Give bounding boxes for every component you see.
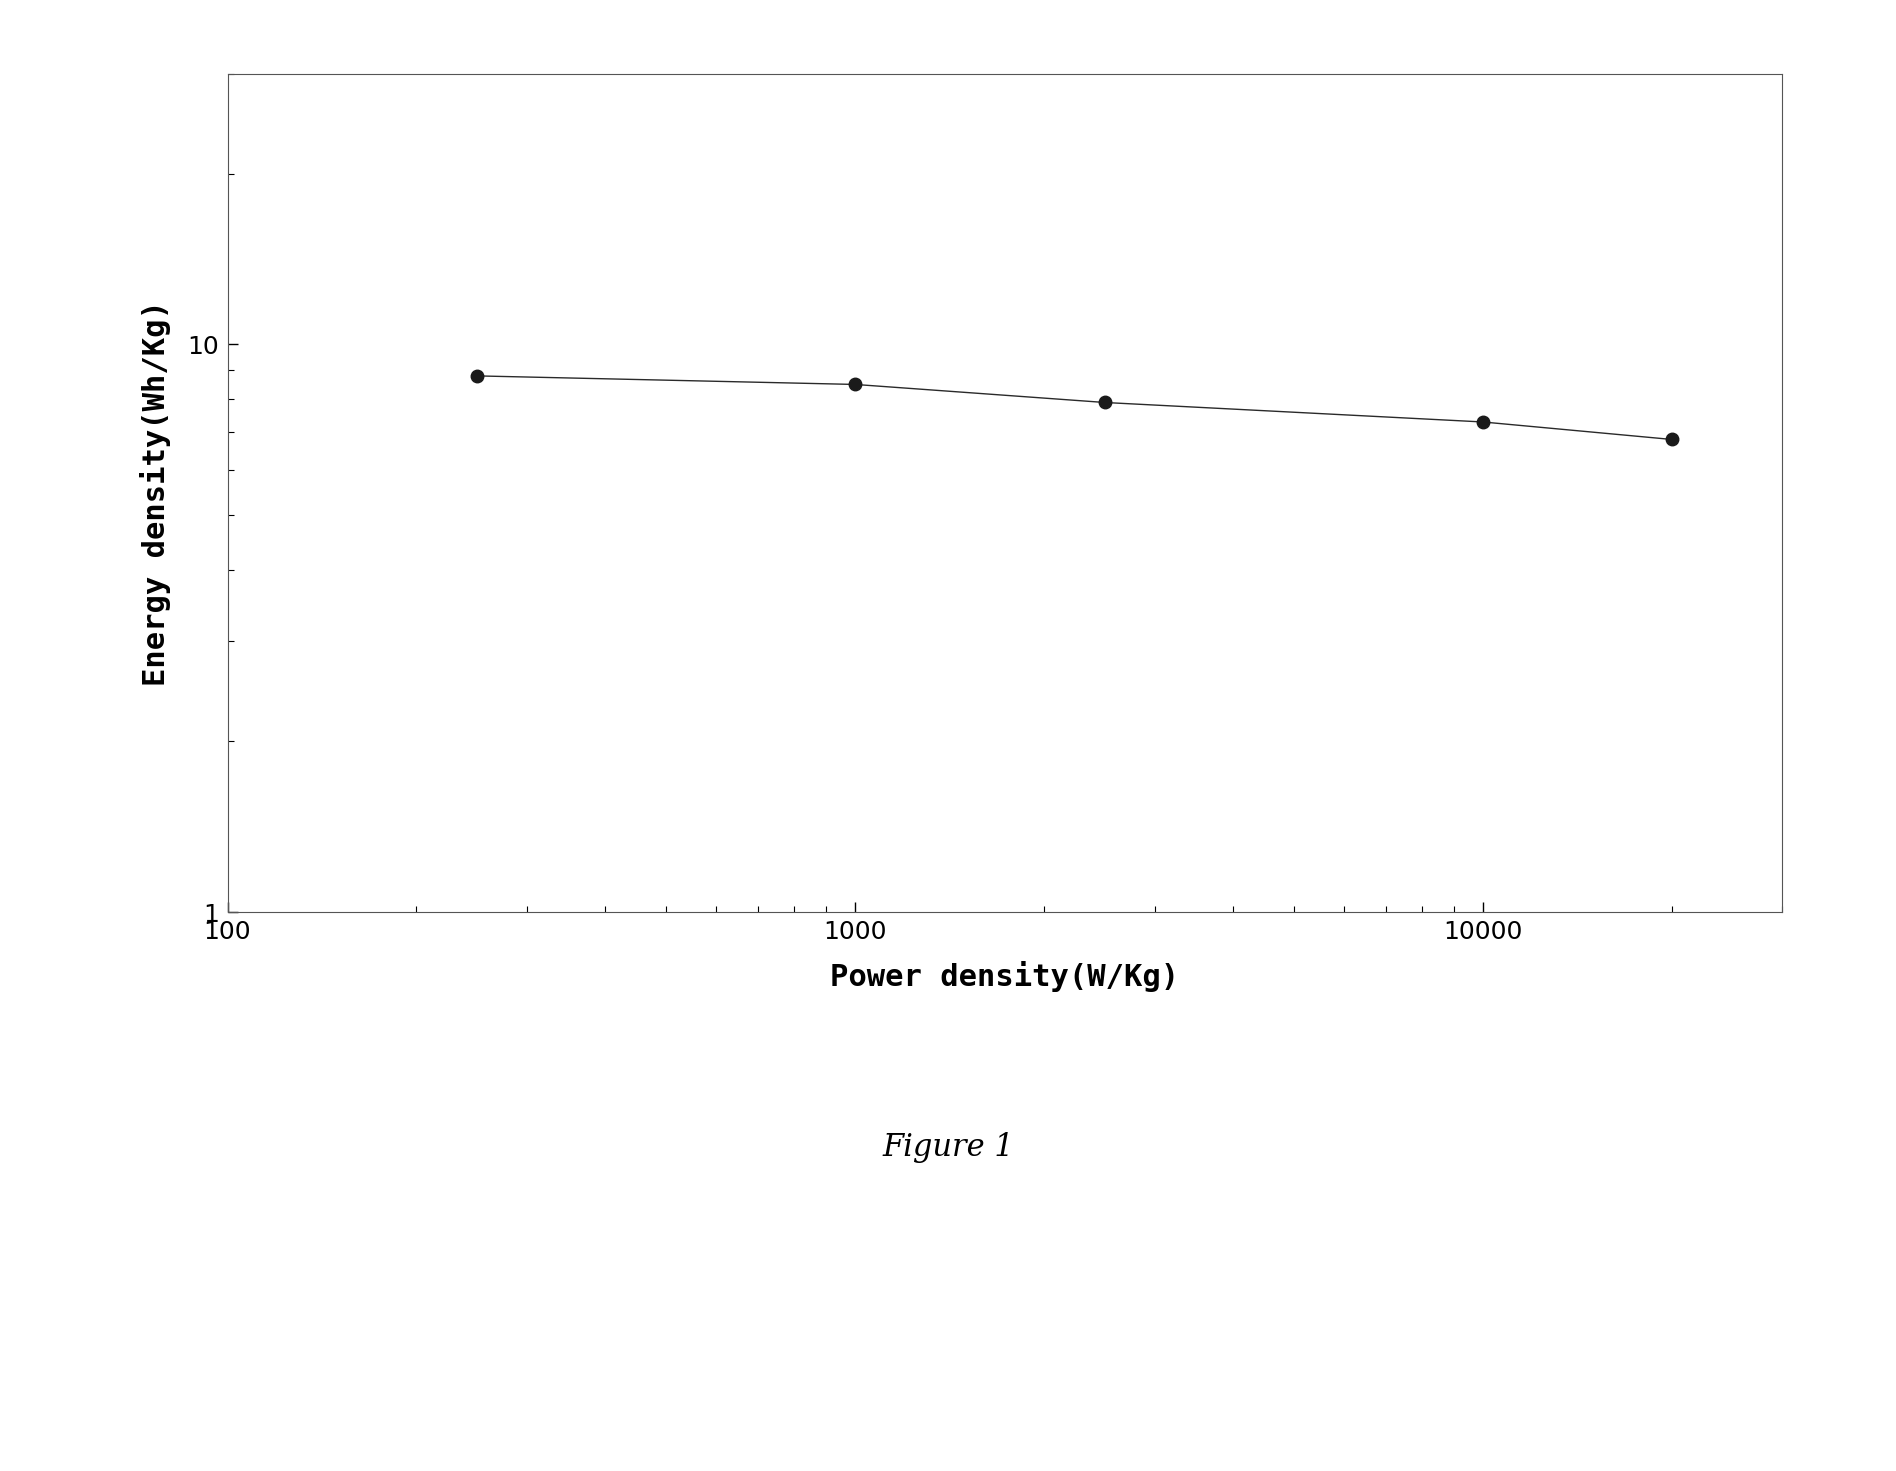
Text: Figure 1: Figure 1 xyxy=(882,1131,1014,1164)
Y-axis label: Energy density(Wh/Kg): Energy density(Wh/Kg) xyxy=(140,300,171,685)
X-axis label: Power density(W/Kg): Power density(W/Kg) xyxy=(830,961,1179,991)
